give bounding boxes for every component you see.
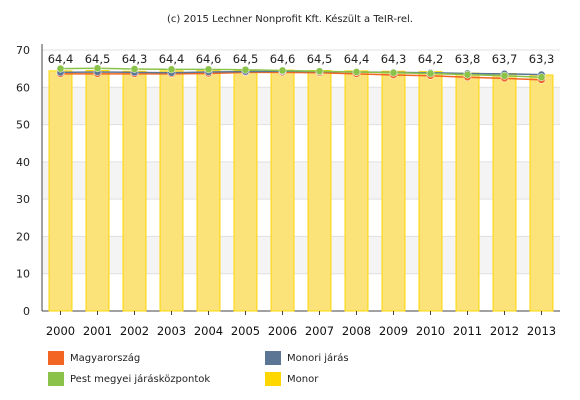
series-point	[352, 68, 361, 76]
x-tick-label: 2011	[453, 324, 482, 338]
chart-svg: 0 10 20 30 40 50 60 70 64,4 64,5 64,3 64,4 64,6 64,5 6…	[16, 44, 560, 338]
legend-item-magyarorszag[interactable]: Magyarország	[48, 351, 140, 365]
y-tick-label: 0	[23, 305, 30, 318]
series-point	[130, 65, 139, 73]
legend-item-monor[interactable]: Monor	[265, 372, 318, 386]
data-label: 63,3	[529, 52, 555, 66]
x-tick-label: 2013	[527, 324, 556, 338]
x-tick-label: 2009	[379, 324, 408, 338]
y-tick-label: 30	[16, 193, 30, 206]
bar-monor	[455, 72, 480, 312]
y-tick-label: 70	[16, 44, 30, 57]
x-tick-label: 2005	[231, 324, 260, 338]
y-tick-label: 20	[16, 230, 30, 243]
series-point	[56, 64, 65, 73]
grid-band	[42, 87, 560, 125]
data-label: 63,8	[455, 52, 481, 66]
series-point	[389, 68, 398, 77]
legend-swatch	[265, 351, 281, 365]
bar-monor	[529, 74, 554, 312]
legend-label: Pest megyei járásközpontok	[70, 373, 211, 385]
bar-monor	[159, 70, 184, 312]
y-tick-label: 50	[16, 119, 30, 132]
series-point	[167, 65, 176, 74]
x-tick-label: 2010	[416, 324, 445, 338]
series-point	[204, 65, 213, 74]
data-label: 64,2	[418, 52, 444, 66]
data-label: 64,3	[381, 52, 407, 66]
data-label: 64,3	[122, 52, 148, 66]
series-point	[93, 64, 102, 73]
x-tick-label: 2003	[157, 324, 186, 338]
grid-band	[42, 236, 560, 274]
legend-label: Magyarország	[70, 352, 141, 364]
x-tick-label: 2012	[490, 324, 519, 338]
y-tick-label: 60	[16, 81, 30, 94]
y-tick-label: 40	[16, 156, 30, 169]
legend-item-pest-megyei-jaraskozpontok[interactable]: Pest megyei járásközpontok	[48, 372, 210, 386]
bar-monor	[344, 70, 369, 312]
data-label: 64,4	[159, 52, 185, 66]
grid-band	[42, 161, 560, 200]
data-label: 63,7	[492, 52, 518, 66]
bar-monor	[233, 70, 258, 312]
series-point	[463, 70, 472, 79]
bar-monor	[492, 72, 517, 312]
bar-monor	[307, 70, 332, 312]
data-label: 64,5	[85, 52, 111, 66]
bar-monor	[196, 69, 221, 312]
y-tick-label: 10	[16, 268, 30, 281]
legend-swatch	[48, 372, 64, 386]
bar-monor	[122, 70, 147, 312]
x-tick-label: 2002	[120, 324, 149, 338]
x-tick-label: 2008	[342, 324, 371, 338]
legend-swatch	[48, 351, 64, 365]
series-line	[60, 71, 542, 81]
series-point	[315, 67, 324, 76]
legend-label: Monori járás	[287, 352, 349, 364]
bar-monor	[48, 70, 73, 312]
series-point	[500, 71, 509, 80]
legend-swatch	[265, 372, 281, 386]
data-label: 64,4	[48, 52, 74, 66]
series-point	[241, 65, 250, 74]
series-line	[60, 67, 542, 78]
series-point	[537, 73, 546, 82]
data-label: 64,5	[233, 52, 259, 66]
bar-monor	[381, 70, 406, 312]
legend-item-monori-jaras[interactable]: Monori járás	[265, 351, 349, 365]
x-tick-label: 2000	[46, 324, 75, 338]
bar-monor	[270, 69, 295, 312]
series-point	[426, 69, 435, 78]
bar-monor	[85, 70, 110, 312]
series-point	[278, 66, 287, 75]
x-tick-label: 2004	[194, 324, 223, 338]
x-tick-label: 2006	[268, 324, 297, 338]
data-label: 64,4	[344, 52, 370, 66]
x-tick-label: 2007	[305, 324, 334, 338]
data-label: 64,5	[307, 52, 333, 66]
chart-title: (c) 2015 Lechner Nonprofit Kft. Készült …	[166, 14, 413, 25]
legend-label: Monor	[287, 373, 319, 385]
data-label: 64,6	[270, 52, 296, 66]
bar-monor	[418, 71, 443, 312]
x-tick-label: 2001	[83, 324, 112, 338]
data-label: 64,6	[196, 52, 222, 66]
